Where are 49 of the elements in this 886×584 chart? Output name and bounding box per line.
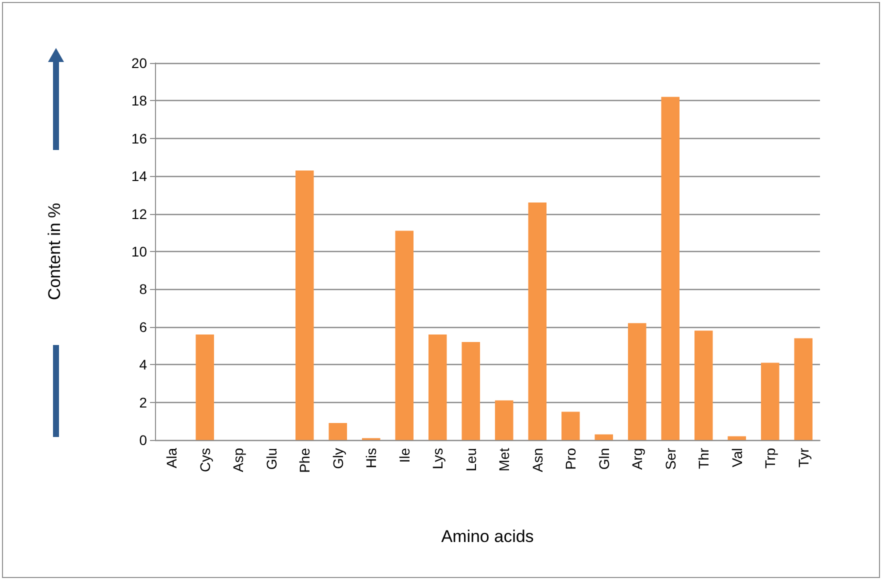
bar bbox=[395, 230, 414, 440]
x-tick-label: His bbox=[363, 448, 380, 468]
bar bbox=[728, 436, 746, 440]
x-tick-label: Thr bbox=[696, 448, 712, 469]
bar bbox=[561, 412, 580, 440]
y-tick-label: 4 bbox=[139, 356, 148, 373]
y-tick-label: 14 bbox=[131, 168, 148, 184]
x-tick-label: Ile bbox=[396, 448, 412, 463]
bar bbox=[794, 338, 813, 440]
x-tick-label: Val bbox=[728, 448, 745, 468]
bar bbox=[528, 202, 547, 440]
y-tick-label: 6 bbox=[139, 318, 148, 335]
x-tick-label: Arg bbox=[629, 448, 646, 470]
y-tick-label: 10 bbox=[131, 244, 148, 260]
x-axis-title: Amino acids bbox=[441, 527, 534, 546]
x-tick-label: Asn bbox=[529, 448, 546, 472]
y-tick-label: 0 bbox=[139, 432, 148, 448]
y-tick-label: 12 bbox=[131, 206, 148, 222]
x-tick-label: Gly bbox=[330, 448, 346, 469]
x-tick-label: Ala bbox=[164, 448, 180, 468]
bar bbox=[661, 96, 680, 440]
y-tick-label: 18 bbox=[131, 92, 148, 109]
bar bbox=[295, 170, 314, 440]
x-tick-label: Lys bbox=[430, 448, 446, 470]
y-tick-label: 8 bbox=[139, 281, 148, 298]
bar bbox=[494, 400, 514, 440]
x-tick-label: Glu bbox=[263, 448, 280, 470]
y-tick-label: 16 bbox=[131, 130, 148, 146]
x-tick-label: Trp bbox=[762, 448, 778, 468]
bar bbox=[594, 434, 614, 440]
bar bbox=[462, 342, 480, 440]
bar bbox=[694, 330, 713, 440]
x-tick-label: Pro bbox=[562, 448, 579, 470]
x-tick-label: Gln bbox=[596, 448, 612, 470]
x-tick-label: Met bbox=[496, 448, 512, 472]
x-tick-label: Tyr bbox=[795, 448, 812, 468]
x-tick-label: Cys bbox=[196, 448, 213, 472]
bar bbox=[428, 334, 447, 440]
bar bbox=[760, 362, 780, 440]
y-axis-title: Content in % bbox=[45, 202, 64, 300]
y-tick-label: 20 bbox=[131, 55, 148, 71]
x-tick-label: Ser bbox=[662, 448, 678, 470]
bar bbox=[196, 334, 214, 440]
x-tick-label: Phe bbox=[296, 448, 313, 473]
y-tick-label: 2 bbox=[139, 394, 148, 410]
bar bbox=[628, 323, 646, 440]
bar bbox=[328, 423, 348, 440]
x-tick-label: Leu bbox=[462, 448, 479, 472]
x-tick-label: Asp bbox=[230, 448, 246, 472]
